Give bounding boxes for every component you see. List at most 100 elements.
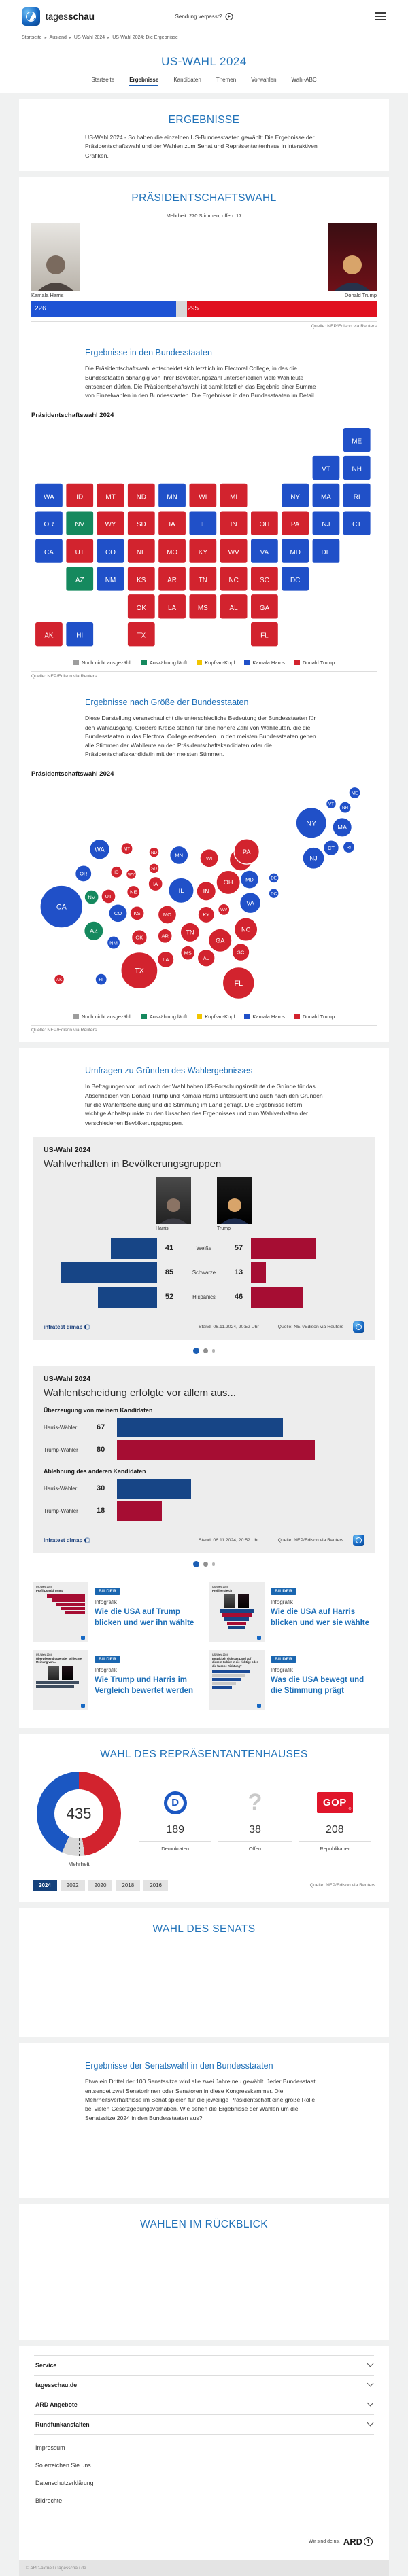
state-tile-ME[interactable]: ME (342, 427, 371, 452)
state-bubble-NC[interactable]: NC (233, 917, 258, 942)
state-tile-KY[interactable]: KY (188, 537, 218, 564)
state-tile-MT[interactable]: MT (96, 482, 125, 508)
breadcrumb-item[interactable]: US-Wahl 2024 (73, 35, 105, 40)
state-bubble-SD[interactable]: SD (148, 863, 160, 874)
teaser-title[interactable]: Wie Trump und Harris im Vergleich bewert… (95, 1675, 194, 1695)
state-tile-WV[interactable]: WV (219, 537, 248, 564)
carousel-dot-3[interactable] (211, 1349, 216, 1353)
tab-themen[interactable]: Themen (216, 77, 237, 83)
state-bubble-NY[interactable]: NY (295, 806, 328, 839)
state-tile-MI[interactable]: MI (219, 482, 248, 508)
state-tile-RI[interactable]: RI (342, 482, 371, 508)
state-tile-ND[interactable]: ND (126, 482, 156, 508)
state-tile-GA[interactable]: GA (250, 593, 279, 620)
state-bubble-NJ[interactable]: NJ (302, 846, 325, 870)
state-tile-CA[interactable]: CA (34, 537, 63, 564)
state-bubble-IN[interactable]: IN (196, 880, 217, 901)
teaser-card[interactable]: US-Wahl 2024 Profil Donald Trump BILDER Inf… (33, 1581, 199, 1642)
carousel-dot-3[interactable] (211, 1562, 216, 1566)
bubble-cartogram[interactable]: AK AL AR AZ CA CO CT DC DE FL GA HI IA ID IL IN KS KY LA MA… (19, 781, 389, 1007)
electoral-college-bar[interactable]: 226 295 (31, 296, 377, 317)
state-tile-SC[interactable]: SC (250, 565, 279, 592)
tab-kandidaten[interactable]: Kandidaten (173, 77, 201, 83)
state-bubble-HI[interactable]: HI (95, 973, 107, 986)
state-bubble-NE[interactable]: NE (126, 884, 141, 899)
state-bubble-TX[interactable]: TX (120, 951, 158, 990)
state-bubble-CT[interactable]: CT (323, 839, 339, 856)
state-bubble-GA[interactable]: GA (208, 928, 233, 952)
state-tile-TN[interactable]: TN (188, 565, 218, 592)
state-tile-DC[interactable]: DC (281, 565, 310, 592)
state-tile-NE[interactable]: NE (126, 537, 156, 564)
state-bubble-WV[interactable]: WV (217, 903, 231, 916)
state-tile-WA[interactable]: WA (34, 482, 63, 508)
state-tile-LA[interactable]: LA (158, 593, 187, 620)
teaser-card[interactable]: US-Wahl 2024 Profilvergleich BILDER Infogra… (209, 1581, 375, 1642)
state-tile-IL[interactable]: IL (188, 510, 218, 536)
brand-wordmark[interactable]: tagesschau (46, 11, 95, 22)
state-bubble-ID[interactable]: ID (110, 865, 123, 878)
footer-accordion-ardangebote[interactable]: ARD Angebote (34, 2394, 374, 2414)
state-tile-NV[interactable]: NV (65, 510, 95, 536)
state-bubble-MD[interactable]: MD (239, 870, 260, 889)
state-bubble-OK[interactable]: OK (131, 929, 148, 946)
state-bubble-KY[interactable]: KY (197, 906, 215, 923)
tagesschau-logo-icon[interactable] (22, 7, 40, 26)
carousel-dot-2[interactable] (203, 1561, 208, 1567)
state-tile-AZ[interactable]: AZ (65, 565, 95, 592)
infographic-demographics[interactable]: US-Wahl 2024 Wahlverhalten in Bevölkerun… (33, 1137, 375, 1340)
state-bubble-LA[interactable]: LA (157, 950, 175, 968)
state-tile-TX[interactable]: TX (126, 621, 156, 647)
state-bubble-WY[interactable]: WY (125, 868, 137, 880)
tab-wahl-abc[interactable]: Wahl-ABC (291, 77, 317, 83)
state-bubble-AZ[interactable]: AZ (84, 920, 104, 941)
carousel-dot-2[interactable] (203, 1348, 208, 1353)
year-chip-2016[interactable]: 2016 (143, 1879, 168, 1891)
state-tile-ID[interactable]: ID (65, 482, 95, 508)
state-bubble-ME[interactable]: ME (348, 786, 361, 800)
state-bubble-MS[interactable]: MS (180, 945, 196, 961)
teaser-title[interactable]: Wie die USA auf Harris blicken und wer s… (271, 1607, 370, 1627)
missed-show-link[interactable]: Sendung verpasst? (175, 12, 233, 20)
state-tile-NC[interactable]: NC (219, 565, 248, 592)
state-bubble-CA[interactable]: CA (39, 884, 84, 929)
footer-link[interactable]: So erreichen Sie uns (35, 2461, 91, 2469)
state-tile-PA[interactable]: PA (281, 510, 310, 536)
state-bubble-AL[interactable]: AL (197, 948, 216, 967)
state-tile-DE[interactable]: DE (311, 537, 341, 564)
breadcrumb-item[interactable]: Ausland (49, 35, 67, 40)
state-bubble-NV[interactable]: NV (84, 889, 99, 905)
state-bubble-VT[interactable]: VT (325, 798, 337, 810)
state-bubble-PA[interactable]: PA (233, 838, 260, 865)
state-bubble-TN[interactable]: TN (180, 922, 201, 943)
state-bubble-OH[interactable]: OH (216, 870, 241, 895)
footer-accordion-tagesschaude[interactable]: tagesschau.de (34, 2374, 374, 2395)
state-bubble-SC[interactable]: SC (231, 942, 250, 961)
state-tile-AK[interactable]: AK (34, 621, 63, 647)
breadcrumb-item[interactable]: Startseite (22, 35, 42, 40)
state-bubble-MO[interactable]: MO (157, 905, 177, 925)
state-tile-VT[interactable]: VT (311, 454, 341, 480)
state-tile-CT[interactable]: CT (342, 510, 371, 536)
state-bubble-IA[interactable]: IA (148, 876, 163, 891)
breadcrumb-item[interactable]: US-Wahl 2024: Die Ergebnisse (112, 35, 178, 40)
footer-accordion-service[interactable]: Service (34, 2355, 374, 2375)
teaser-title[interactable]: Wie die USA auf Trump blicken und wer ih… (95, 1607, 194, 1627)
state-tile-NY[interactable]: NY (281, 482, 310, 508)
state-tile-WI[interactable]: WI (188, 482, 218, 508)
state-bubble-MN[interactable]: MN (169, 845, 189, 865)
tab-vorwahlen[interactable]: Vorwahlen (251, 77, 277, 83)
footer-accordion-rundfunkanstalten[interactable]: Rundfunkanstalten (34, 2414, 374, 2435)
year-chip-2018[interactable]: 2018 (116, 1879, 141, 1891)
state-tile-UT[interactable]: UT (65, 537, 95, 564)
carousel-dot-1[interactable] (192, 1347, 199, 1354)
state-tile-CO[interactable]: CO (96, 537, 125, 564)
state-bubble-NM[interactable]: NM (106, 935, 121, 950)
state-bubble-UT[interactable]: UT (101, 889, 116, 904)
state-tile-NH[interactable]: NH (342, 454, 371, 480)
state-tile-AR[interactable]: AR (158, 565, 187, 592)
state-bubble-FL[interactable]: FL (222, 966, 255, 999)
tab-ergebnisse[interactable]: Ergebnisse (129, 77, 159, 86)
state-tile-IA[interactable]: IA (158, 510, 187, 536)
state-tile-MN[interactable]: MN (158, 482, 187, 508)
